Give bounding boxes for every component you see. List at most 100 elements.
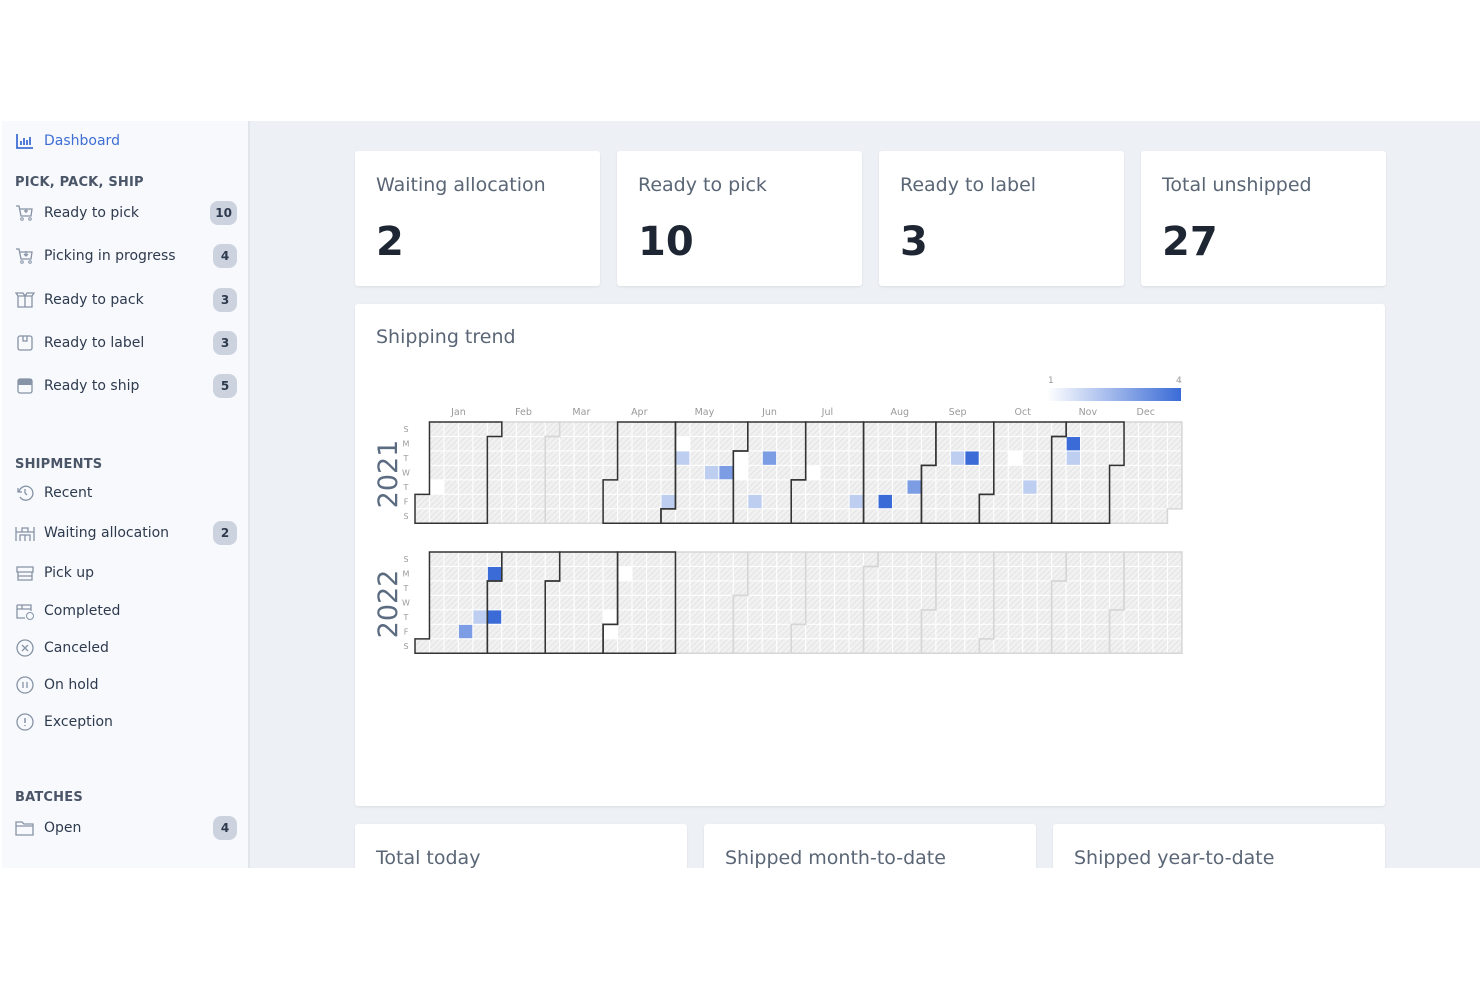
heatmap-cell: [559, 421, 575, 437]
sidebar-item-open[interactable]: Open 4: [15, 816, 237, 840]
heatmap-cell: [1123, 638, 1140, 654]
sidebar-item-recent[interactable]: Recent: [15, 481, 237, 505]
heatmap-cell: [443, 421, 459, 437]
heatmap-cell: [718, 421, 734, 437]
heatmap-cell: [732, 580, 749, 596]
heatmap-cell: [993, 421, 1009, 437]
heatmap-cell: [1080, 479, 1096, 495]
heatmap-cell: [1051, 493, 1067, 510]
heatmap-cell: [906, 623, 922, 640]
heatmap-cell: [515, 493, 532, 510]
heatmap-cell: [920, 594, 937, 611]
sidebar-item-canceled[interactable]: Canceled: [15, 636, 237, 660]
sidebar-item-ready-to-pick[interactable]: Ready to pick 10: [15, 201, 237, 225]
sidebar-item-pick-up[interactable]: Pick up: [15, 561, 237, 585]
heatmap-cell: [1065, 479, 1082, 495]
month-outline-active: [602, 551, 677, 655]
sidebar-item-picking-in-progress[interactable]: Picking in progress 4: [15, 244, 237, 268]
heatmap-cell: [1123, 435, 1140, 452]
heatmap-cell: [1138, 580, 1154, 596]
heatmap-cell: [1065, 594, 1082, 611]
heatmap-cell: [1138, 464, 1154, 481]
summary-card[interactable]: Total today: [355, 824, 687, 868]
sidebar-item-label: Ready to pack: [44, 292, 144, 308]
sidebar-item-waiting-allocation[interactable]: Waiting allocation 2: [15, 521, 237, 545]
weekday-label: T: [403, 454, 409, 463]
heatmap-cell: [1007, 435, 1024, 452]
heatmap-cell: [1138, 551, 1154, 567]
heatmap-cell: [993, 565, 1009, 582]
heatmap-cell: [848, 565, 865, 582]
heatmap-cell: [848, 551, 865, 567]
stat-card[interactable]: Ready to pick 10: [617, 151, 862, 286]
heatmap-cell: [617, 435, 633, 452]
heatmap-cell: [1051, 638, 1067, 654]
heatmap-cell: [660, 421, 676, 437]
heatmap-cell: [747, 479, 763, 495]
heatmap-cell: [935, 421, 951, 437]
heatmap-cell: [805, 551, 821, 567]
heatmap-cell: [1051, 580, 1067, 596]
stat-card[interactable]: Ready to label 3: [879, 151, 1124, 286]
heatmap-cell: [732, 435, 749, 452]
heatmap-cell: [1094, 594, 1111, 611]
heatmap-cell: [993, 638, 1009, 654]
heatmap-cell: [1065, 421, 1082, 437]
heatmap-cell: [892, 551, 908, 567]
heatmap-cell: [689, 479, 705, 495]
heatmap-cell: [674, 623, 691, 640]
sidebar-item-ready-to-pack[interactable]: Ready to pack 3: [15, 288, 237, 312]
heatmap-cell: [573, 450, 590, 466]
heatmap-cell: [443, 565, 459, 582]
heatmap-cell: [544, 450, 561, 466]
year-label: 2021: [373, 440, 404, 509]
heatmap-cell: [920, 638, 937, 654]
sidebar-item-ready-to-label[interactable]: Ready to label 3: [15, 331, 237, 355]
heatmap-cell: [920, 580, 937, 596]
heatmap-cell: [501, 594, 517, 611]
heatmap-cell: [1138, 450, 1154, 466]
heatmap-cell: [732, 479, 749, 495]
heatmap-cell: [1094, 508, 1111, 524]
heatmap-cell: [863, 551, 879, 567]
heatmap-cell: [559, 551, 575, 567]
heatmap-cell: [964, 508, 980, 524]
heatmap-cell: [689, 609, 705, 625]
heatmap-cell: [920, 551, 937, 567]
heatmap-cell: [1036, 493, 1053, 510]
heatmap-cell: [588, 464, 604, 481]
heatmap-cell: [1094, 609, 1111, 625]
heatmap-cell: [993, 479, 1009, 495]
heatmap-cell: [1166, 609, 1183, 625]
heatmap-cell: [544, 594, 561, 611]
sidebar-item-exception[interactable]: Exception: [15, 710, 237, 734]
weekday-label: W: [402, 468, 410, 477]
sidebar-item-completed[interactable]: Completed: [15, 599, 237, 623]
heatmap-cell: [530, 594, 546, 611]
sidebar-item-dashboard[interactable]: Dashboard: [15, 132, 237, 150]
heatmap-cell: [703, 421, 720, 437]
summary-card[interactable]: Shipped month-to-date: [704, 824, 1036, 868]
sidebar-item-ready-to-ship[interactable]: Ready to ship 5: [15, 374, 237, 398]
heatmap-cell: [515, 594, 532, 611]
heatmap-cell: [486, 580, 503, 596]
summary-card[interactable]: Shipped year-to-date: [1053, 824, 1385, 868]
heatmap-cell-value: [674, 435, 691, 452]
alert-circle-icon: [16, 713, 34, 731]
heatmap-cell-value: [457, 623, 474, 640]
heatmap-cell: [964, 580, 980, 596]
heatmap-cell: [703, 594, 720, 611]
heatmap-cell: [834, 609, 850, 625]
weekday-label: T: [403, 483, 409, 492]
heatmap-cell: [689, 421, 705, 437]
stat-card[interactable]: Total unshipped 27: [1141, 151, 1386, 286]
sidebar-item-on-hold[interactable]: On hold: [15, 673, 237, 697]
stat-card[interactable]: Waiting allocation 2: [355, 151, 600, 286]
heatmap-cell: [949, 421, 966, 437]
section-heading: SHIPMENTS: [15, 457, 103, 472]
heatmap-cell: [819, 464, 836, 481]
heatmap-cell: [674, 638, 691, 654]
heatmap-cell: [573, 580, 590, 596]
heatmap-cell: [602, 464, 619, 481]
heatmap-cell: [544, 421, 561, 437]
